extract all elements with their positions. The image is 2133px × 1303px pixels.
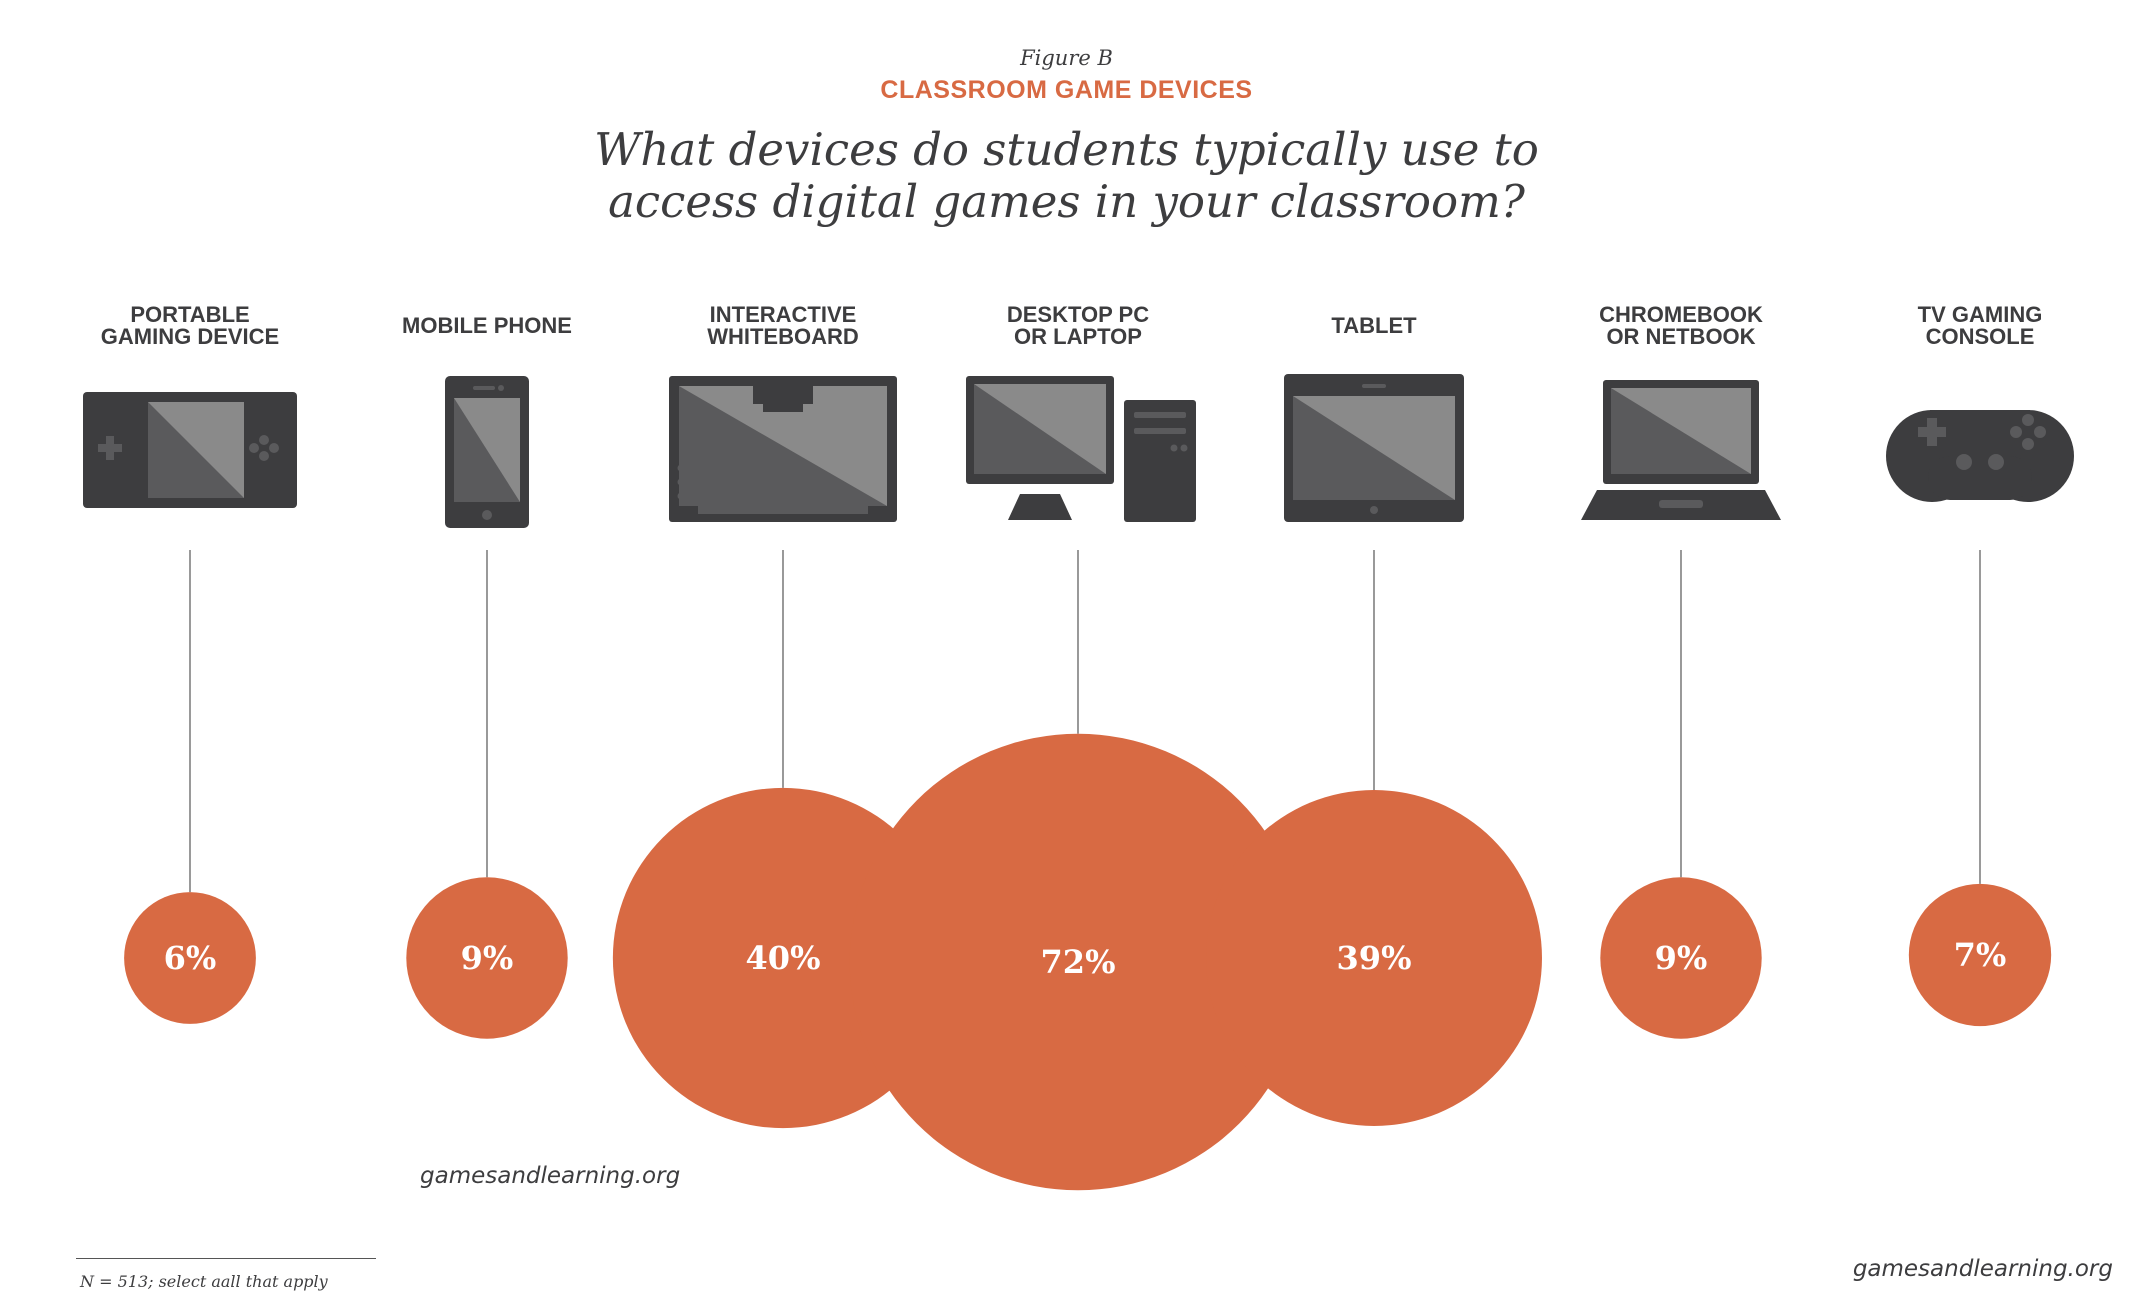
device-label-line: TV GAMING — [1918, 302, 2043, 327]
device-label-line: MOBILE PHONE — [402, 313, 572, 338]
device-label: MOBILE PHONE — [402, 313, 572, 338]
bubble — [1600, 877, 1762, 1039]
corner-url: gamesandlearning.org — [1852, 1256, 2113, 1282]
bubble — [1206, 790, 1542, 1126]
value-label: 9% — [1655, 939, 1708, 977]
footnote: N = 513; select aall that apply — [80, 1272, 328, 1291]
device-label-line: GAMING DEVICE — [101, 324, 279, 349]
value-label: 9% — [461, 939, 514, 977]
value-label: 7% — [1954, 936, 2007, 974]
device-label-line: OR NETBOOK — [1606, 324, 1755, 349]
device-label-line: OR LAPTOP — [1014, 324, 1142, 349]
chart-question: What devices do students typically use t… — [0, 124, 2133, 228]
leader-lines — [189, 550, 1981, 893]
laptop-icon — [1581, 380, 1781, 520]
device-label-line: PORTABLE — [130, 302, 249, 327]
device-label-line: DESKTOP PC — [1007, 302, 1149, 327]
desktop-pc-icon — [966, 376, 1196, 522]
device-label-line: TABLET — [1331, 313, 1417, 338]
bubble — [1908, 883, 2052, 1027]
value-label: 39% — [1337, 939, 1412, 977]
interactive-whiteboard-icon — [669, 376, 897, 522]
footnote-rule — [76, 1258, 376, 1259]
device-label: INTERACTIVE WHITEBOARD — [707, 302, 859, 349]
value-label: 6% — [164, 939, 217, 977]
device-label-line: CONSOLE — [1926, 324, 2035, 349]
bubble — [406, 877, 568, 1039]
device-label-line: WHITEBOARD — [707, 324, 859, 349]
question-line-1: What devices do students typically use t… — [594, 123, 1539, 176]
mobile-phone-icon — [445, 376, 529, 528]
bubble — [849, 733, 1307, 1191]
device-label: PORTABLE GAMING DEVICE — [101, 302, 279, 349]
portable-gaming-device-icon — [83, 392, 297, 508]
bubbles — [124, 733, 2052, 1191]
question-line-2: access digital games in your classroom? — [608, 175, 1525, 228]
figure-title: CLASSROOM GAME DEVICES — [880, 76, 1253, 104]
source-url: gamesandlearning.org — [420, 1163, 681, 1189]
device-label-line: INTERACTIVE — [710, 302, 857, 327]
value-label: 72% — [1041, 943, 1116, 981]
game-controller-icon — [1886, 410, 2074, 502]
value-label: 40% — [746, 939, 821, 977]
device-icons — [83, 374, 2074, 528]
value-labels: 6% 9% 40% 72% 39% 9% 7% — [164, 936, 2007, 981]
device-label: TABLET — [1331, 313, 1417, 338]
bubble — [124, 892, 256, 1024]
device-labels: PORTABLE GAMING DEVICE MOBILE PHONE INTERAC… — [101, 302, 2043, 349]
device-label: DESKTOP PC OR LAPTOP — [1007, 302, 1149, 349]
device-label: CHROMEBOOK OR NETBOOK — [1599, 302, 1763, 349]
tablet-icon — [1284, 374, 1464, 522]
figure-label: Figure B — [1020, 46, 1113, 70]
device-label: TV GAMING CONSOLE — [1918, 302, 2043, 349]
device-label-line: CHROMEBOOK — [1599, 302, 1763, 327]
